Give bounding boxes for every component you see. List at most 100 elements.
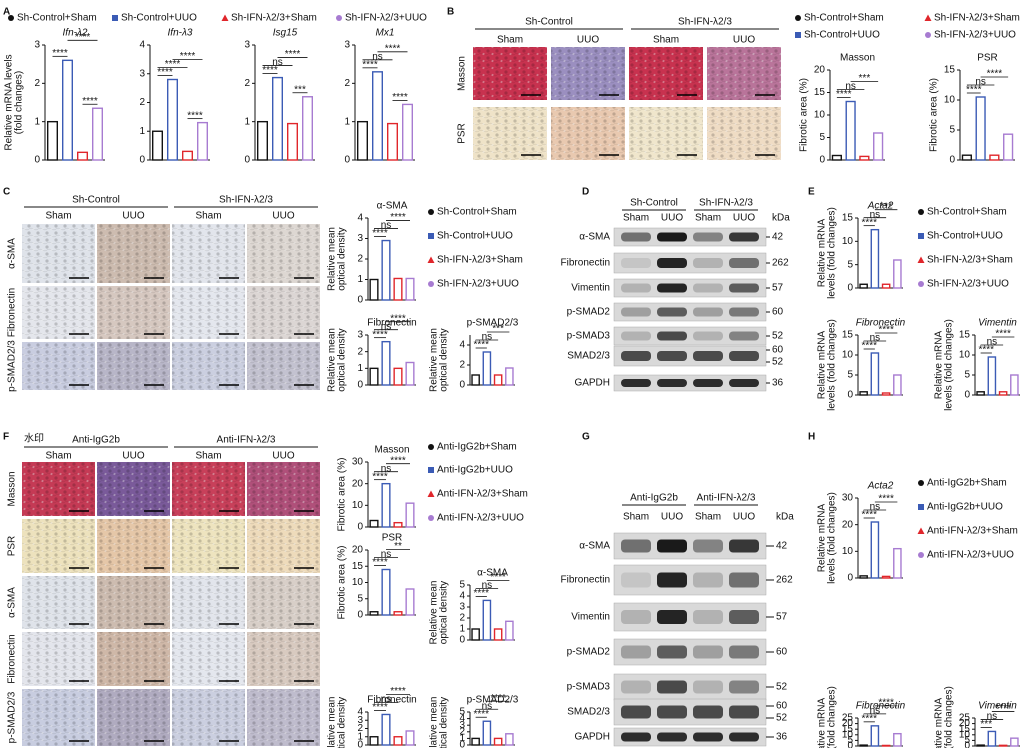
bar xyxy=(196,121,208,161)
chart-title: α-SMA xyxy=(477,568,508,579)
y-tick-label: 15 xyxy=(814,87,826,98)
lane-label: Sham xyxy=(695,512,721,523)
bar xyxy=(405,730,415,746)
chart-title: Isg15 xyxy=(273,28,298,39)
kda-label: 60 xyxy=(772,307,784,318)
group-header: Sh-IFN-λ2/3 xyxy=(219,195,273,206)
kda-label: 52 xyxy=(776,682,788,693)
significance-label: **** xyxy=(165,59,181,70)
kda-label: 57 xyxy=(772,283,784,294)
column-header: Sham xyxy=(195,211,221,222)
significance-label: **** xyxy=(390,212,406,223)
significance-label: *** xyxy=(492,324,504,335)
significance-label: **** xyxy=(285,49,301,60)
legend-label: Sh-IFN-λ2/3+Sham xyxy=(934,13,1020,24)
bar xyxy=(369,519,379,528)
bar xyxy=(505,733,514,746)
significance-label: **** xyxy=(52,48,68,59)
micrograph-texture xyxy=(22,342,95,390)
y-tick-label: 3 xyxy=(139,68,145,79)
significance-label: ns xyxy=(381,321,392,332)
bar xyxy=(471,737,480,746)
chart-title: Masson xyxy=(840,53,875,64)
y-tick-label: 0 xyxy=(819,155,825,166)
significance-label: *** xyxy=(859,73,871,84)
kda-unit: kDa xyxy=(776,512,794,523)
bar xyxy=(881,744,891,747)
protein-label: p-SMAD3 xyxy=(567,331,611,342)
y-tick-label: 15 xyxy=(352,561,364,572)
y-tick-label: 15 xyxy=(842,213,854,224)
chart-title: Ifn-λ2 xyxy=(63,28,88,39)
y-tick-label: 4 xyxy=(357,213,363,224)
y-tick-label: 3 xyxy=(34,40,40,51)
blot-band xyxy=(693,351,723,361)
column-header: UUO xyxy=(122,451,144,462)
y-tick-label: 20 xyxy=(842,718,854,729)
y-axis-label: Relative mRNA xyxy=(817,504,828,573)
legend-marker xyxy=(221,14,229,21)
micrograph-texture xyxy=(247,462,320,516)
significance-label: ns xyxy=(870,333,881,344)
bar xyxy=(357,120,369,161)
y-tick-label: 5 xyxy=(964,735,970,746)
significance-label: **** xyxy=(473,588,489,599)
row-label: α-SMA xyxy=(7,238,18,269)
row-label: p-SMAD2/3 xyxy=(7,691,18,743)
column-header: Sham xyxy=(45,451,71,462)
significance-label: ns xyxy=(987,711,998,722)
micrograph-texture xyxy=(247,519,320,573)
bar xyxy=(166,78,178,161)
blot-band xyxy=(729,680,759,694)
significance-label: **** xyxy=(473,340,489,351)
legend-marker xyxy=(428,515,434,521)
y-tick-label: 10 xyxy=(352,500,364,511)
y-tick-label: 3 xyxy=(357,330,363,341)
micrograph-texture xyxy=(473,107,547,160)
micrograph-texture xyxy=(97,224,170,283)
chart-title: Fibronectin xyxy=(367,695,416,706)
legend-marker xyxy=(427,256,435,263)
y-tick-label: 20 xyxy=(842,519,854,530)
significance-label: ns xyxy=(987,337,998,348)
significance-label: **** xyxy=(372,329,388,340)
micrograph-texture xyxy=(172,519,245,573)
y-tick-label: 1 xyxy=(357,731,363,742)
significance-label: **** xyxy=(362,59,378,70)
y-axis-label: levels (fold changes) xyxy=(827,207,838,299)
significance-label: **** xyxy=(878,325,894,336)
y-tick-label: 5 xyxy=(964,370,970,381)
blot-band xyxy=(621,232,651,242)
legend-label: Sh-Control+UUO xyxy=(804,30,880,41)
bar xyxy=(893,374,902,396)
legend-label: Anti-IgG2b+UUO xyxy=(437,465,513,476)
lane-label: UUO xyxy=(733,213,755,224)
row-label: α-SMA xyxy=(7,587,18,618)
micrograph-texture xyxy=(172,576,245,629)
significance-label: ns xyxy=(482,701,493,712)
y-tick-label: 4 xyxy=(459,340,465,351)
blot-band xyxy=(657,680,687,694)
row-label: Fibronectin xyxy=(7,634,18,683)
significance-label: ns xyxy=(870,502,881,513)
blot-band xyxy=(693,539,723,553)
panel-label: E xyxy=(808,187,815,198)
blot-band xyxy=(657,610,687,624)
chart-title: p-SMAD2/3 xyxy=(467,695,519,706)
significance-label: **** xyxy=(157,67,173,78)
legend-label: Sh-Control+UUO xyxy=(437,231,513,242)
kda-label: 60 xyxy=(776,647,788,658)
panel-label: F xyxy=(3,432,9,443)
protein-label: p-SMAD3 xyxy=(567,682,611,693)
blot-band xyxy=(657,232,687,242)
row-label: Fibronectin xyxy=(7,288,18,337)
protein-label: α-SMA xyxy=(579,541,610,552)
bar xyxy=(369,736,379,746)
bar xyxy=(505,367,514,386)
bar xyxy=(873,132,884,161)
legend-label: Sh-IFN-λ2/3+UUO xyxy=(437,279,519,290)
blot-band xyxy=(657,539,687,553)
blot-band xyxy=(729,283,759,293)
significance-label: ns xyxy=(381,463,392,474)
y-axis-label: Fibrotic area (%) xyxy=(799,78,810,152)
